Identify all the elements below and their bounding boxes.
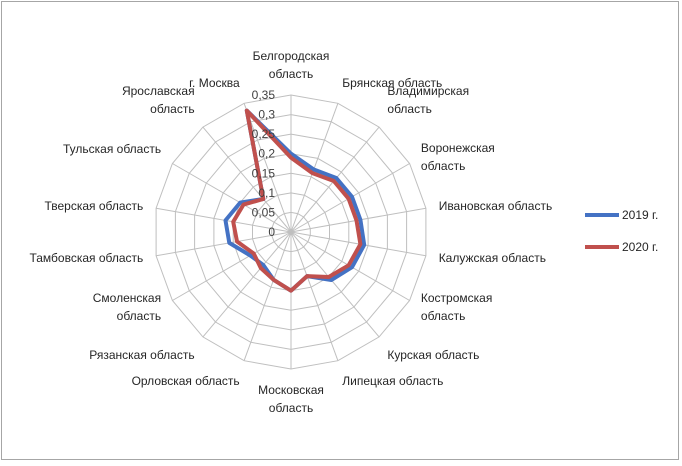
category-label: Белгородская область (253, 49, 330, 81)
radial-tick-label: 0,1 (258, 186, 275, 200)
category-label: Орловская область (132, 374, 240, 388)
radial-tick-labels: 0 0,05 0,1 0,15 0,2 0,25 0,3 0,35 (252, 88, 276, 239)
grid-spoke (172, 163, 292, 233)
category-label: г. Москва (189, 76, 240, 90)
radial-tick-label: 0 (268, 225, 275, 239)
radial-tick-label: 0,15 (252, 166, 276, 180)
radar-grid (155, 94, 427, 370)
category-label: Тульская область (63, 142, 161, 156)
radial-tick-label: 0,3 (258, 108, 275, 122)
category-label: Курская область (387, 348, 479, 362)
category-label: Ивановская область (439, 199, 553, 213)
series-line (223, 108, 367, 293)
radial-tick-label: 0,25 (252, 127, 276, 141)
grid-spoke (290, 231, 339, 361)
category-label: Смоленская область (93, 291, 161, 323)
grid-spoke (290, 231, 380, 338)
category-label: Тамбовская область (29, 251, 143, 265)
radial-tick-label: 0,05 (252, 205, 276, 219)
legend-label: 2020 г. (622, 240, 658, 254)
radial-tick-label: 0,2 (258, 147, 275, 161)
category-label: Калужская область (439, 251, 546, 265)
grid-spoke (172, 231, 292, 301)
radial-tick-label: 0,35 (252, 88, 276, 102)
legend-label: 2019 г. (622, 208, 658, 222)
category-label: Ярославская область (122, 84, 195, 116)
grid-spoke (243, 231, 292, 361)
category-label: Костромская область (421, 291, 492, 323)
category-label: Воронежская область (421, 141, 495, 173)
category-labels: Белгородская область Брянская областьВлади… (29, 49, 552, 415)
category-label: Липецкая область (342, 374, 443, 388)
category-label: Московская область (258, 383, 324, 415)
category-label: Тверская область (44, 199, 143, 213)
category-label: Рязанская область (89, 348, 194, 362)
grid-spoke (202, 126, 292, 233)
grid-spoke (202, 231, 292, 338)
legend: 2019 г. 2020 г. (585, 208, 658, 254)
radar-series (223, 108, 367, 293)
series-line (231, 108, 363, 293)
radar-chart: 0 0,05 0,1 0,15 0,2 0,25 0,3 0,35 Белгородская о… (29, 49, 658, 415)
grid-spoke (243, 103, 292, 233)
grid-spoke (156, 231, 292, 257)
category-label: Владимирская область (387, 84, 469, 116)
chart-frame: 0 0,05 0,1 0,15 0,2 0,25 0,3 0,35 Белгородская о… (1, 1, 679, 460)
category-label: Брянская область (342, 76, 442, 90)
